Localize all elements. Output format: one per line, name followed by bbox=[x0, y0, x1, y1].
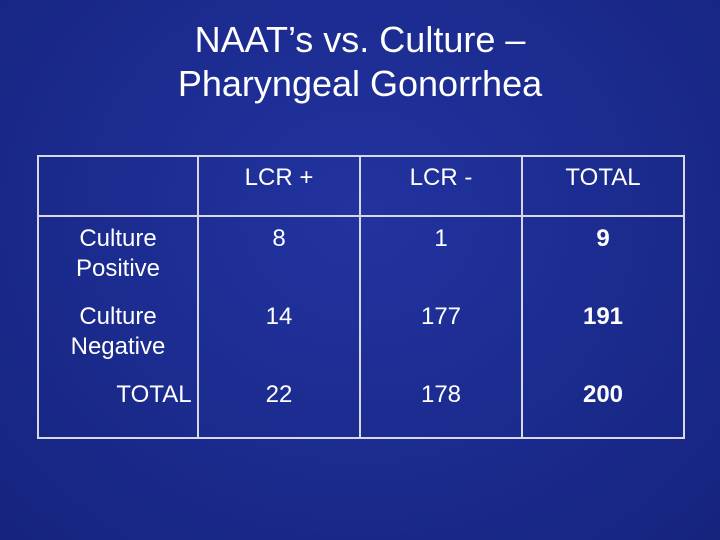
slide-title-line2: Pharyngeal Gonorrhea bbox=[177, 63, 543, 104]
table-cell: 14 bbox=[265, 303, 293, 330]
table-cell: 178 bbox=[420, 381, 462, 408]
table-cell-total: 191 bbox=[582, 303, 624, 330]
header-lcr-positive: LCR + bbox=[244, 164, 314, 191]
table-bottom-border bbox=[37, 437, 685, 439]
table-cell: 1 bbox=[434, 225, 448, 252]
header-lcr-negative: LCR - bbox=[409, 164, 473, 191]
table-right-border bbox=[683, 155, 685, 439]
table-col-divider-2 bbox=[359, 155, 361, 439]
header-total: TOTAL bbox=[565, 164, 641, 191]
table-cell: 22 bbox=[265, 381, 293, 408]
table-cell: 177 bbox=[420, 303, 462, 330]
table-col-divider-3 bbox=[521, 155, 523, 439]
table-left-border bbox=[37, 155, 39, 439]
table-cell-total: 200 bbox=[582, 381, 624, 408]
row-label-total: TOTAL bbox=[116, 381, 192, 408]
table-cell-total: 9 bbox=[596, 225, 610, 252]
table-cell: 8 bbox=[272, 225, 286, 252]
table-top-border bbox=[37, 155, 685, 157]
row-label-culture-negative: Culture Negative bbox=[70, 303, 166, 360]
row-label-culture-positive: Culture Positive bbox=[75, 225, 161, 282]
table-header-divider bbox=[37, 215, 685, 217]
table-col-divider-1 bbox=[197, 155, 199, 439]
slide-title: NAAT’s vs. Culture – Pharyngeal Gonorrhe… bbox=[0, 18, 720, 106]
slide-title-line1: NAAT’s vs. Culture – bbox=[194, 19, 526, 60]
